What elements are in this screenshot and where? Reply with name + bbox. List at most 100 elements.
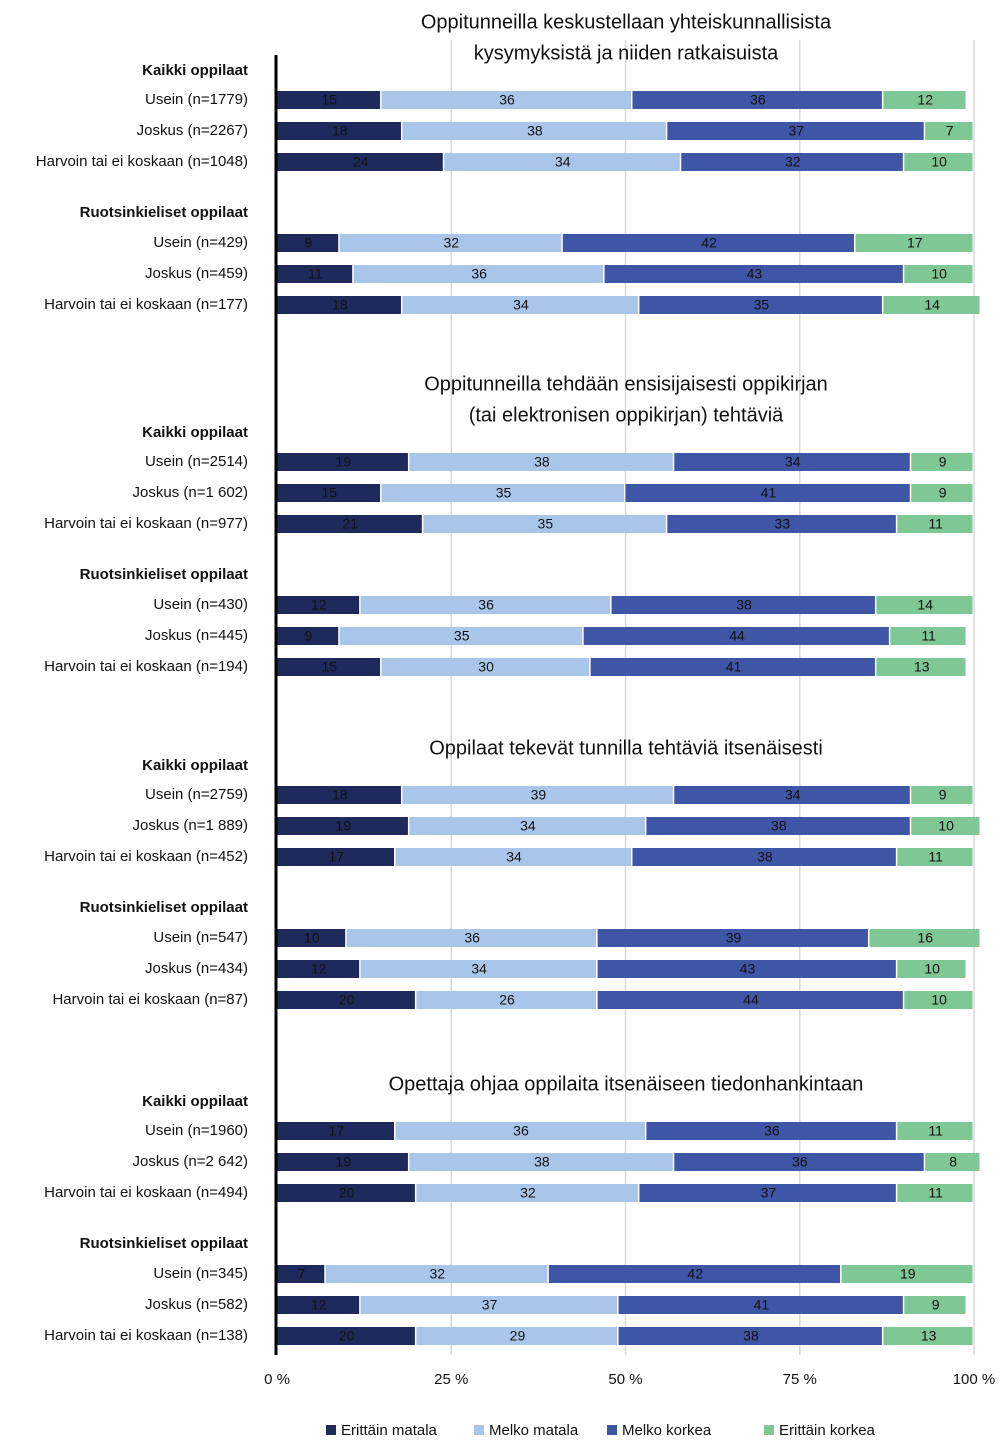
- bar-segment: [416, 1327, 618, 1345]
- value-label: 36: [750, 92, 766, 108]
- legend-label: Erittäin matala: [341, 1422, 438, 1439]
- bar-segment: [911, 453, 973, 471]
- bar-segment: [639, 296, 882, 314]
- row-label: Harvoin tai ei koskaan (n=138): [44, 1327, 248, 1344]
- legend-swatch: [607, 1425, 617, 1435]
- bar-segment: [904, 265, 973, 283]
- x-tick-label: 75 %: [783, 1371, 817, 1388]
- value-label: 12: [917, 92, 933, 108]
- value-label: 12: [311, 1297, 327, 1313]
- row-label: Joskus (n=434): [145, 960, 248, 977]
- value-label: 9: [939, 454, 947, 470]
- bar-segment: [897, 960, 966, 978]
- value-label: 29: [510, 1328, 526, 1344]
- bar-segment: [416, 1184, 638, 1202]
- bar-segment: [681, 153, 903, 171]
- bar-segment: [277, 596, 360, 614]
- value-label: 20: [339, 1185, 355, 1201]
- bar-segment: [277, 122, 401, 140]
- bar-segment: [339, 234, 562, 252]
- value-label: 41: [726, 659, 742, 675]
- bar-segment: [583, 627, 889, 645]
- bar-segment: [402, 786, 673, 804]
- bar-segment: [674, 453, 910, 471]
- bar-segment: [911, 484, 973, 502]
- bar-segment: [904, 153, 973, 171]
- value-label: 38: [757, 849, 773, 865]
- panel-title: (tai elektronisen oppikirjan) tehtäviä: [469, 404, 784, 426]
- bar-segment: [897, 1184, 973, 1202]
- bar-segment: [325, 1265, 548, 1283]
- value-label: 17: [328, 1123, 344, 1139]
- value-label: 36: [471, 266, 487, 282]
- bar-segment: [353, 265, 604, 283]
- value-label: 10: [931, 154, 947, 170]
- bar-segment: [597, 991, 903, 1009]
- value-label: 19: [900, 1266, 916, 1282]
- value-label: 36: [478, 597, 494, 613]
- bar-segment: [674, 1153, 924, 1171]
- value-label: 17: [907, 235, 923, 251]
- bar-segment: [277, 153, 443, 171]
- value-label: 8: [949, 1154, 957, 1170]
- value-label: 41: [754, 1297, 770, 1313]
- row-label: Usein (n=429): [153, 234, 248, 251]
- value-label: 13: [921, 1328, 937, 1344]
- row-label: Harvoin tai ei koskaan (n=494): [44, 1184, 248, 1201]
- value-label: 34: [785, 454, 801, 470]
- value-label: 11: [928, 516, 943, 532]
- bar-segment: [590, 658, 875, 676]
- x-tick-label: 50 %: [608, 1371, 642, 1388]
- bar-segment: [667, 122, 924, 140]
- bar-segment: [897, 1122, 973, 1140]
- bar-segment: [395, 848, 631, 866]
- value-label: 14: [924, 297, 940, 313]
- value-label: 35: [496, 485, 512, 501]
- bar-segment: [597, 960, 896, 978]
- value-label: 15: [321, 659, 337, 675]
- value-label: 11: [928, 849, 943, 865]
- row-label: Usein (n=430): [153, 596, 248, 613]
- value-label: 11: [921, 628, 936, 644]
- bar-segment: [911, 786, 973, 804]
- bar-segment: [618, 1296, 903, 1314]
- row-label: Harvoin tai ei koskaan (n=452): [44, 848, 248, 865]
- value-label: 11: [928, 1185, 943, 1201]
- row-label: Usein (n=2759): [145, 786, 248, 803]
- bar-segment: [632, 91, 882, 109]
- value-label: 36: [464, 930, 480, 946]
- bar-segment: [277, 786, 401, 804]
- bar-segment: [611, 596, 875, 614]
- panel-title: Oppitunneilla tehdään ensisijaisesti opp…: [424, 373, 828, 395]
- value-label: 11: [308, 266, 323, 282]
- bar-segment: [277, 296, 401, 314]
- group-label: Ruotsinkieliset oppilaat: [80, 204, 248, 221]
- x-tick-label: 25 %: [434, 1371, 468, 1388]
- row-label: Joskus (n=582): [145, 1296, 248, 1313]
- value-label: 11: [928, 1123, 943, 1139]
- value-label: 30: [478, 659, 494, 675]
- row-label: Harvoin tai ei koskaan (n=87): [52, 991, 248, 1008]
- bar-segment: [339, 627, 583, 645]
- value-label: 38: [527, 123, 543, 139]
- bar-segment: [360, 1296, 618, 1314]
- group-label: Kaikki oppilaat: [142, 62, 248, 79]
- value-label: 13: [914, 659, 930, 675]
- value-label: 41: [761, 485, 777, 501]
- value-label: 37: [788, 123, 804, 139]
- value-label: 10: [304, 930, 320, 946]
- value-label: 32: [785, 154, 801, 170]
- value-label: 15: [321, 92, 337, 108]
- value-label: 34: [785, 787, 801, 803]
- value-label: 10: [931, 992, 947, 1008]
- value-label: 20: [339, 1328, 355, 1344]
- value-label: 36: [792, 1154, 808, 1170]
- group-label: Ruotsinkieliset oppilaat: [80, 899, 248, 916]
- value-label: 14: [917, 597, 933, 613]
- row-label: Joskus (n=2 642): [133, 1153, 248, 1170]
- value-label: 19: [335, 1154, 351, 1170]
- value-label: 38: [771, 818, 787, 834]
- bar-segment: [883, 91, 966, 109]
- bar-segment: [604, 265, 903, 283]
- value-label: 9: [304, 628, 312, 644]
